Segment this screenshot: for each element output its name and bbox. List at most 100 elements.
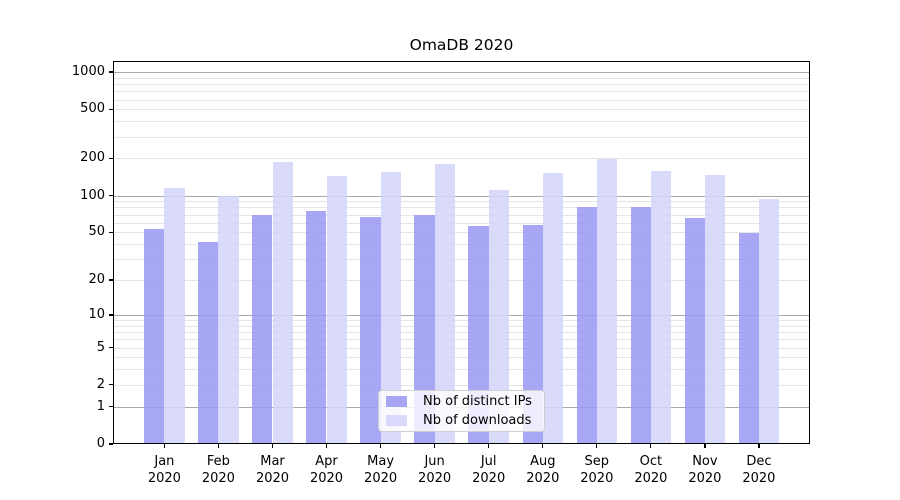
y-tick <box>109 194 113 197</box>
bar-distinct-ips <box>684 217 705 444</box>
x-tick <box>163 444 166 448</box>
y-tick <box>109 108 113 110</box>
minor-gridline <box>113 320 810 321</box>
minor-gridline <box>113 339 810 341</box>
minor-gridline <box>113 384 810 386</box>
bar-distinct-ips <box>468 226 489 444</box>
y-tick-label: 20 <box>88 272 105 288</box>
x-tick <box>217 444 220 448</box>
legend-swatch-downloads <box>386 415 407 426</box>
y-tick-label: 100 <box>80 187 105 203</box>
y-tick-label: 1 <box>96 398 105 414</box>
bar-downloads <box>164 188 185 444</box>
bar-layer <box>113 61 810 444</box>
y-tick-label: 10 <box>88 306 105 322</box>
bar-distinct-ips <box>414 215 435 444</box>
y-tick-label: 200 <box>80 150 105 166</box>
x-tick-label: Apr 2020 <box>309 454 344 486</box>
x-tick-label: Jul 2020 <box>472 454 506 486</box>
x-tick-label: Nov 2020 <box>688 454 722 486</box>
legend-swatch-distinct-ips <box>386 396 407 407</box>
minor-gridline <box>113 99 810 101</box>
bar-downloads <box>434 163 455 444</box>
x-tick-label: Oct 2020 <box>634 454 668 486</box>
x-tick-label: Mar 2020 <box>255 454 290 486</box>
y-tick <box>109 384 113 386</box>
y-tick-label: 0 <box>96 436 105 451</box>
bar-distinct-ips <box>144 229 165 444</box>
x-tick <box>650 444 652 448</box>
x-tick <box>488 444 490 448</box>
x-tick <box>704 444 706 448</box>
major-gridline <box>113 195 810 197</box>
bar-distinct-ips <box>306 210 327 444</box>
y-tick <box>109 443 113 445</box>
bar-downloads <box>650 171 672 444</box>
legend-label-downloads: Nb of downloads <box>423 413 532 428</box>
y-tick <box>109 406 113 408</box>
bar-downloads <box>596 159 618 444</box>
x-tick-label: Feb 2020 <box>201 454 235 486</box>
legend-item-downloads: Nb of downloads <box>386 413 537 428</box>
minor-gridline <box>113 77 810 79</box>
bar-distinct-ips <box>198 241 219 444</box>
bar-downloads <box>272 162 293 444</box>
bar-distinct-ips <box>738 233 759 444</box>
x-tick-label: Dec 2020 <box>742 454 776 486</box>
major-gridline <box>113 314 810 316</box>
minor-gridline <box>113 136 810 138</box>
bar-distinct-ips <box>252 214 273 444</box>
y-tick <box>109 346 113 349</box>
y-tick-label: 2 <box>96 376 105 392</box>
bar-distinct-ips <box>360 216 381 444</box>
minor-gridline <box>113 369 810 371</box>
minor-gridline <box>113 232 810 234</box>
y-tick <box>109 231 113 233</box>
minor-gridline <box>113 347 810 349</box>
minor-gridline <box>113 280 810 282</box>
minor-gridline <box>113 222 810 224</box>
x-tick-label: Aug 2020 <box>526 454 560 486</box>
chart-title: OmaDB 2020 <box>409 36 514 54</box>
legend-item-distinct-ips: Nb of distinct IPs <box>386 394 537 409</box>
legend-label-distinct-ips: Nb of distinct IPs <box>423 394 532 409</box>
minor-gridline <box>113 325 810 327</box>
bar-distinct-ips <box>576 206 597 444</box>
minor-gridline <box>113 332 810 333</box>
minor-gridline <box>113 121 810 123</box>
x-tick-label: Jun 2020 <box>418 454 452 486</box>
minor-gridline <box>113 201 810 203</box>
bar-distinct-ips <box>630 207 651 444</box>
y-tick <box>109 314 113 316</box>
x-tick-label: May 2020 <box>364 454 398 486</box>
y-tick-label: 50 <box>88 224 105 240</box>
y-tick <box>109 279 113 281</box>
bar-downloads <box>326 176 347 444</box>
x-tick-label: Sep 2020 <box>580 454 614 486</box>
x-tick <box>379 444 382 448</box>
minor-gridline <box>113 84 810 85</box>
minor-gridline <box>113 158 810 160</box>
bar-distinct-ips <box>522 225 543 444</box>
legend: Nb of distinct IPs Nb of downloads <box>378 390 545 432</box>
bar-downloads <box>218 195 239 444</box>
x-tick <box>271 444 274 448</box>
minor-gridline <box>113 207 810 209</box>
minor-gridline <box>113 259 810 261</box>
minor-gridline <box>113 244 810 245</box>
x-tick <box>758 444 760 448</box>
y-tick <box>109 71 113 73</box>
y-tick <box>109 157 113 160</box>
minor-gridline <box>113 357 810 359</box>
x-tick <box>596 444 598 448</box>
minor-gridline <box>113 91 810 93</box>
x-tick-label: Jan 2020 <box>147 454 181 486</box>
y-tick-label: 500 <box>80 101 105 117</box>
major-gridline <box>113 72 810 73</box>
bar-downloads <box>380 172 401 444</box>
bar-downloads <box>758 198 780 444</box>
y-tick-label: 1000 <box>71 64 105 79</box>
x-tick <box>325 444 328 448</box>
bar-downloads <box>542 173 564 444</box>
